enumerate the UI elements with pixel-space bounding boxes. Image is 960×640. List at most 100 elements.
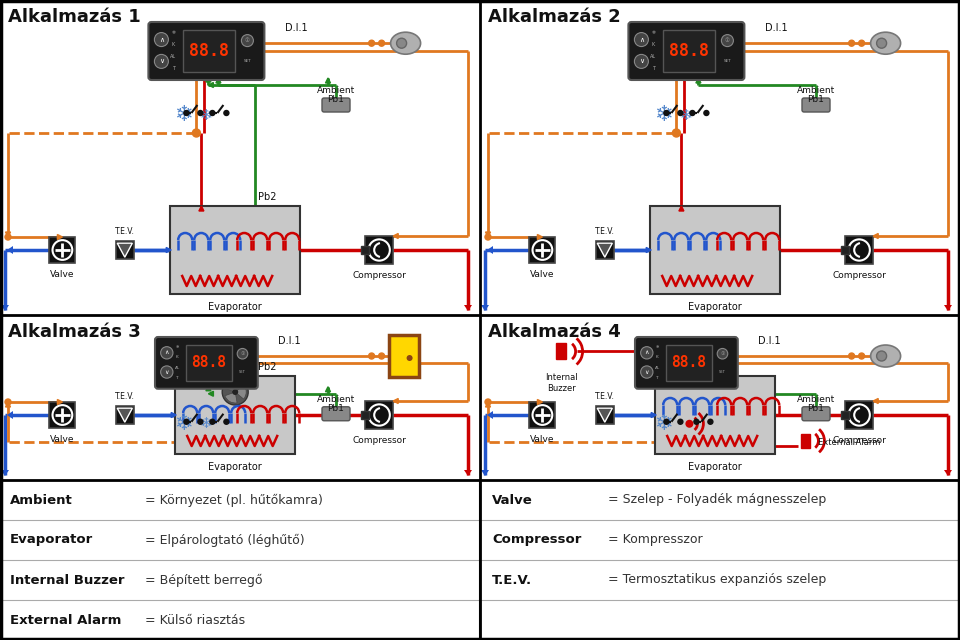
Text: Ambient: Ambient <box>797 395 835 404</box>
Text: Pb2: Pb2 <box>258 362 276 372</box>
Text: Valve: Valve <box>50 435 75 444</box>
Text: Valve: Valve <box>492 493 533 506</box>
Text: Alkalmazás 3: Alkalmazás 3 <box>8 323 141 341</box>
Text: AL: AL <box>170 54 177 60</box>
Text: = Környezet (pl. hűtőkamra): = Környezet (pl. hűtőkamra) <box>145 493 323 507</box>
Text: ∨: ∨ <box>644 369 649 374</box>
Text: T.E.V.: T.E.V. <box>492 573 532 586</box>
Polygon shape <box>874 234 878 239</box>
Text: 88.8: 88.8 <box>189 42 229 60</box>
Text: K: K <box>172 42 175 47</box>
Circle shape <box>210 111 215 115</box>
Circle shape <box>876 351 887 361</box>
Circle shape <box>690 111 695 115</box>
Bar <box>529 402 556 428</box>
Polygon shape <box>1 470 9 476</box>
Polygon shape <box>216 387 221 392</box>
Text: Compressor: Compressor <box>832 436 886 445</box>
Text: T.E.V.: T.E.V. <box>115 392 134 401</box>
Text: ∨: ∨ <box>158 58 164 65</box>
Circle shape <box>160 347 173 359</box>
Circle shape <box>485 234 491 240</box>
Circle shape <box>5 234 11 240</box>
Circle shape <box>849 353 854 359</box>
Bar <box>529 237 556 263</box>
Circle shape <box>198 419 203 424</box>
Polygon shape <box>1 305 9 311</box>
Text: Ambient: Ambient <box>317 395 355 404</box>
Bar <box>116 406 133 424</box>
FancyBboxPatch shape <box>322 98 350 112</box>
Text: ❄: ❄ <box>200 108 213 122</box>
Text: T.E.V.: T.E.V. <box>115 227 134 236</box>
Bar <box>170 206 300 294</box>
Text: External Alarm: External Alarm <box>818 438 880 447</box>
Text: Compressor: Compressor <box>832 271 886 280</box>
Bar <box>802 434 810 448</box>
Ellipse shape <box>871 345 900 367</box>
Polygon shape <box>679 376 684 381</box>
Circle shape <box>732 353 738 359</box>
FancyBboxPatch shape <box>155 337 258 388</box>
Polygon shape <box>166 248 171 253</box>
Text: T.E.V.: T.E.V. <box>595 227 614 236</box>
Circle shape <box>237 348 248 359</box>
Text: Evaporator: Evaporator <box>208 462 262 472</box>
Text: ❄: ❄ <box>171 30 176 35</box>
Bar <box>361 246 370 254</box>
Bar <box>365 236 394 264</box>
Text: Compressor: Compressor <box>352 436 406 445</box>
Text: ∧: ∧ <box>164 350 169 355</box>
Polygon shape <box>117 243 132 257</box>
Polygon shape <box>651 413 657 417</box>
Polygon shape <box>486 232 491 237</box>
Text: ∨: ∨ <box>164 369 169 374</box>
FancyBboxPatch shape <box>322 407 350 420</box>
Text: Alkalmazás 2: Alkalmazás 2 <box>488 8 621 26</box>
Circle shape <box>635 33 648 47</box>
Bar <box>655 376 776 454</box>
Circle shape <box>685 420 693 428</box>
Bar <box>596 406 613 424</box>
Polygon shape <box>199 376 204 381</box>
Circle shape <box>224 111 228 115</box>
Text: T: T <box>172 66 175 71</box>
Text: Pb1: Pb1 <box>327 95 345 104</box>
Text: T.E.V.: T.E.V. <box>595 392 614 401</box>
Text: = Külső riasztás: = Külső riasztás <box>145 614 245 627</box>
Circle shape <box>192 129 201 137</box>
Text: SET: SET <box>239 370 246 374</box>
Polygon shape <box>874 399 878 403</box>
Text: Pb2: Pb2 <box>258 192 276 202</box>
Bar <box>841 246 850 254</box>
Text: ❄: ❄ <box>174 105 193 125</box>
Text: SET: SET <box>724 60 732 63</box>
FancyBboxPatch shape <box>629 22 744 80</box>
Text: AL: AL <box>650 54 657 60</box>
Bar <box>175 376 296 454</box>
Text: AL: AL <box>175 366 180 370</box>
Circle shape <box>738 40 744 46</box>
Polygon shape <box>394 234 398 239</box>
Text: = Kompresszor: = Kompresszor <box>608 534 703 547</box>
Polygon shape <box>487 411 493 419</box>
FancyBboxPatch shape <box>149 22 264 80</box>
Polygon shape <box>325 78 330 83</box>
Polygon shape <box>58 234 62 239</box>
Text: D.I.1: D.I.1 <box>285 23 308 33</box>
Polygon shape <box>679 206 684 211</box>
Text: D.I.1: D.I.1 <box>278 336 301 346</box>
Text: Internal
Buzzer: Internal Buzzer <box>545 373 578 393</box>
Text: D.I.1: D.I.1 <box>758 336 781 346</box>
Text: Evaporator: Evaporator <box>688 302 742 312</box>
Bar <box>365 401 394 429</box>
Text: Ambient: Ambient <box>317 86 355 95</box>
Text: Ambient: Ambient <box>797 86 835 95</box>
Text: Valve: Valve <box>530 435 555 444</box>
Polygon shape <box>171 413 177 417</box>
FancyBboxPatch shape <box>635 337 738 388</box>
Circle shape <box>664 419 669 424</box>
FancyBboxPatch shape <box>802 98 830 112</box>
Circle shape <box>876 38 887 48</box>
Polygon shape <box>325 387 330 392</box>
